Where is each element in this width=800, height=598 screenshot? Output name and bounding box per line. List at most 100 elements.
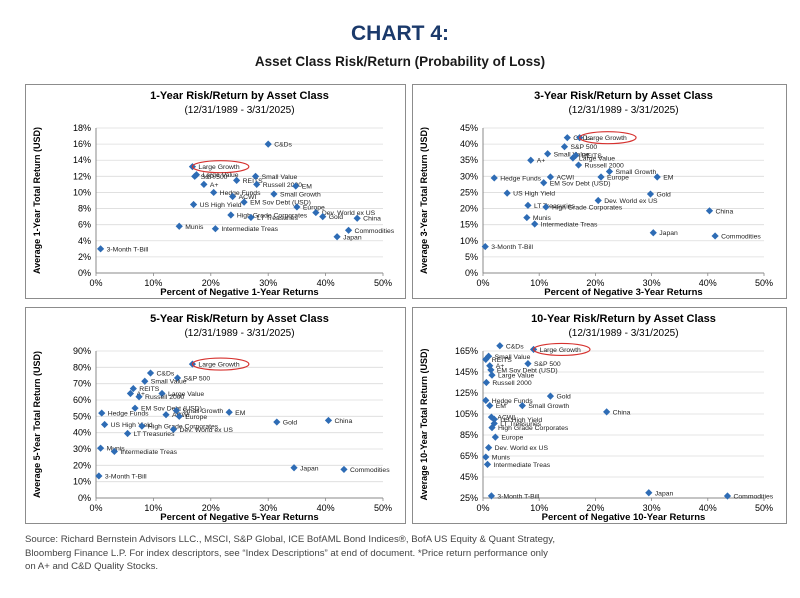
y-tick-label: 16% bbox=[73, 139, 91, 149]
chart-panel-5yr: 5-Year Risk/Return by Asset Class (12/31/… bbox=[25, 307, 406, 524]
data-point-japan: Japan bbox=[649, 229, 678, 237]
point-label: China bbox=[613, 409, 631, 416]
point-label: Europe bbox=[303, 204, 325, 211]
point-label: Europe bbox=[607, 174, 629, 181]
point-marker bbox=[594, 196, 602, 205]
source-line-3: on A+ and C&D Quality Stocks. bbox=[25, 561, 159, 572]
point-marker bbox=[126, 389, 135, 398]
data-point-japan: Japan bbox=[333, 233, 362, 241]
data-point-small-value: Small Value bbox=[141, 377, 187, 386]
point-marker bbox=[490, 415, 498, 423]
point-label: Gold bbox=[283, 420, 298, 427]
x-tick-label: 40% bbox=[699, 278, 717, 288]
point-marker bbox=[574, 161, 583, 169]
x-tick-label: 10% bbox=[530, 278, 548, 288]
data-point-3-month-t-bill: 3-Month T-Bill bbox=[96, 245, 149, 253]
data-point-china: China bbox=[603, 408, 631, 416]
point-label: China bbox=[334, 418, 352, 425]
point-label: ACWI bbox=[556, 174, 574, 181]
point-marker bbox=[98, 409, 106, 417]
y-axis-label: Average 3-Year Total Return (USD) bbox=[419, 127, 429, 274]
data-point-commodities: Commodities bbox=[711, 232, 761, 240]
point-label: Large Growth bbox=[540, 347, 581, 354]
point-label: High Grade Corporates bbox=[552, 204, 623, 211]
x-tick-label: 30% bbox=[643, 278, 661, 288]
point-label: A+ bbox=[496, 363, 505, 370]
source-line-1: Source: Richard Bernstein Advisors LLC.,… bbox=[25, 534, 555, 545]
data-point-dev-world-ex-us: Dev. World ex US bbox=[169, 425, 233, 434]
x-axis-label: Percent of Negative 10-Year Returns bbox=[542, 512, 706, 523]
point-marker bbox=[324, 416, 333, 425]
y-tick-label: 45% bbox=[460, 123, 478, 133]
data-point-candds: C&Ds bbox=[146, 369, 175, 378]
point-label: S&P 500 bbox=[201, 174, 228, 181]
point-label: EM bbox=[302, 184, 313, 191]
data-point-a: A+ bbox=[527, 156, 546, 165]
point-marker bbox=[264, 140, 272, 148]
point-label: Japan bbox=[343, 234, 362, 241]
data-point-small-value: Small Value bbox=[485, 352, 531, 361]
point-marker bbox=[292, 182, 300, 190]
data-point-large-value: Large Value bbox=[488, 371, 534, 380]
data-point-lt-treasuries: LT Treasuries bbox=[123, 429, 175, 438]
x-tick-label: 20% bbox=[586, 278, 604, 288]
y-axis-label: Average 5-Year Total Return (USD) bbox=[32, 351, 42, 498]
point-label: A+ bbox=[537, 158, 546, 165]
point-marker bbox=[353, 214, 361, 222]
point-label: Intermediate Treas bbox=[120, 449, 177, 456]
y-tick-label: 85% bbox=[460, 430, 478, 440]
data-point-candds: C&Ds bbox=[264, 140, 293, 149]
point-label: US High Yield bbox=[500, 417, 542, 424]
point-marker bbox=[101, 420, 109, 429]
data-point-hedge-funds: Hedge Funds bbox=[98, 409, 149, 418]
data-point-intermediate-treas: Intermediate Treas bbox=[483, 460, 551, 469]
data-point-high-grade-corporates: High Grade Corporates bbox=[542, 203, 623, 211]
data-point-high-grade-corporates: High Grade Corporates bbox=[227, 211, 308, 220]
data-point-commodities: Commodities bbox=[340, 465, 390, 474]
point-label: Large Growth bbox=[198, 164, 239, 171]
point-label: Munis bbox=[533, 215, 552, 222]
y-tick-label: 20% bbox=[460, 204, 478, 214]
y-tick-label: 20% bbox=[73, 460, 91, 470]
y-tick-label: 145% bbox=[455, 367, 478, 377]
y-tick-label: 80% bbox=[73, 362, 91, 372]
point-marker bbox=[488, 371, 496, 379]
point-label: Dev. World ex US bbox=[322, 210, 376, 217]
y-tick-label: 14% bbox=[73, 155, 91, 165]
data-point-china: China bbox=[705, 207, 733, 215]
x-tick-label: 50% bbox=[374, 278, 392, 288]
point-marker bbox=[482, 355, 490, 363]
x-tick-label: 40% bbox=[317, 503, 335, 513]
x-tick-label: 20% bbox=[202, 503, 220, 513]
point-marker bbox=[503, 189, 511, 197]
point-marker bbox=[705, 207, 714, 215]
point-label: Small Value bbox=[495, 354, 531, 361]
point-label: Munis bbox=[492, 455, 511, 462]
point-label: China bbox=[715, 208, 733, 215]
point-label: Russell 2000 bbox=[492, 380, 532, 387]
y-tick-label: 2% bbox=[78, 252, 91, 262]
y-tick-label: 70% bbox=[73, 379, 91, 389]
data-point-gold: Gold bbox=[546, 392, 571, 401]
y-tick-label: 12% bbox=[73, 171, 91, 181]
point-label: EM Sov Debt (USD) bbox=[550, 180, 611, 187]
point-marker bbox=[270, 190, 278, 198]
data-point-munis: Munis bbox=[523, 213, 552, 222]
x-tick-label: 0% bbox=[476, 278, 489, 288]
data-point-acwi: ACWI bbox=[229, 192, 256, 201]
data-point-acwi: ACWI bbox=[546, 173, 574, 181]
y-tick-label: 45% bbox=[460, 472, 478, 482]
scatter-chart: 3-Year Risk/Return by Asset Class (12/31/… bbox=[419, 90, 773, 298]
chart-panel-3yr: 3-Year Risk/Return by Asset Class (12/31/… bbox=[412, 84, 787, 299]
point-label: Japan bbox=[659, 230, 678, 237]
point-marker bbox=[488, 424, 496, 432]
chart-title: 3-Year Risk/Return by Asset Class bbox=[534, 90, 713, 102]
y-tick-label: 50% bbox=[73, 411, 91, 421]
point-marker bbox=[319, 213, 327, 221]
point-marker bbox=[273, 418, 281, 426]
data-point-large-growth: Large Growth bbox=[188, 160, 250, 174]
point-marker bbox=[546, 173, 555, 181]
chart-panel-1yr: 1-Year Risk/Return by Asset Class (12/31/… bbox=[25, 84, 406, 299]
point-label: Intermediate Treas bbox=[493, 462, 550, 469]
x-axis-label: Percent of Negative 5-Year Returns bbox=[160, 512, 318, 523]
